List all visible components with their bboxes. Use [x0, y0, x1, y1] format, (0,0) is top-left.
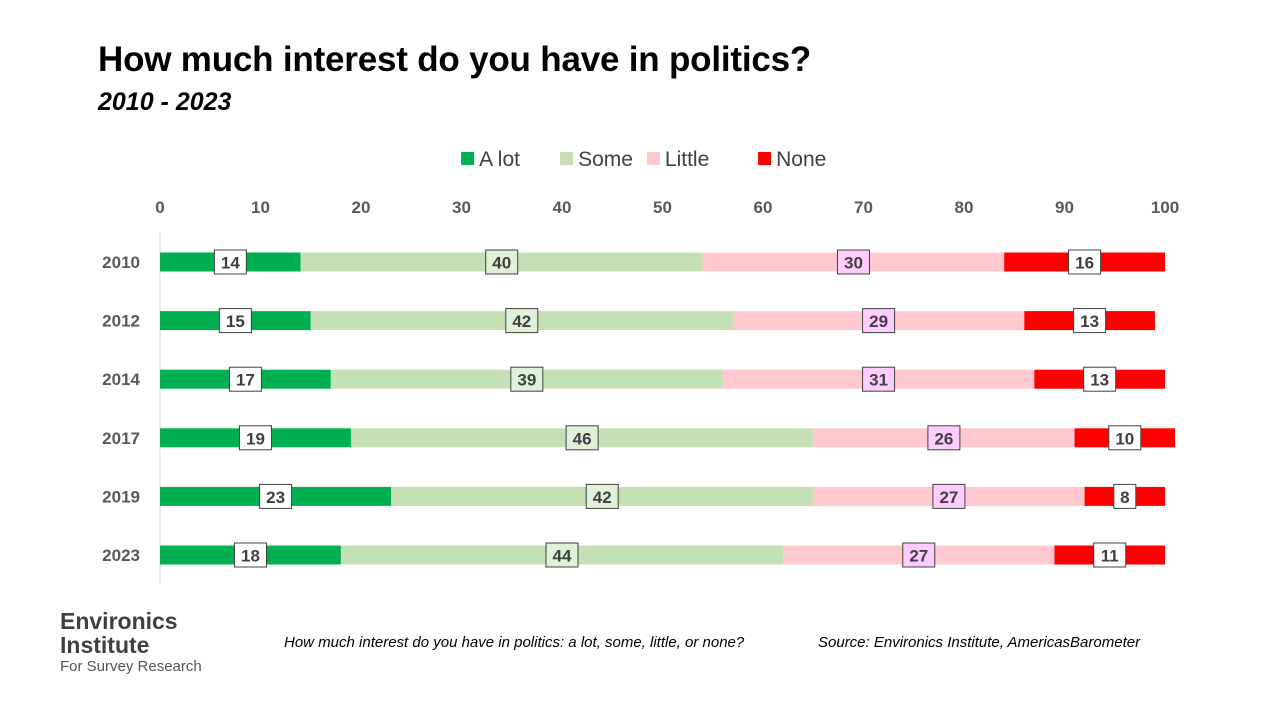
data-label-3-5: 11 — [1101, 547, 1119, 566]
legend-swatch-1 — [560, 152, 574, 165]
data-label-box-1-5 — [545, 542, 579, 568]
category-label-1: 2012 — [102, 312, 140, 331]
legend-label-2: Little — [665, 148, 709, 171]
data-label-3-1: 13 — [1080, 312, 1099, 331]
source-note: Source: Environics Institute, AmericasBa… — [818, 634, 1141, 651]
data-label-0-3: 19 — [246, 429, 265, 448]
data-label-0-5: 18 — [241, 547, 260, 566]
data-label-2-1: 29 — [869, 312, 888, 331]
data-label-1-3: 46 — [573, 429, 592, 448]
data-label-3-0: 16 — [1075, 254, 1094, 273]
data-label-box-0-2 — [228, 366, 262, 392]
legend-label-1: Some — [578, 148, 633, 171]
category-label-5: 2023 — [102, 546, 140, 565]
data-label-0-0: 14 — [221, 254, 240, 273]
data-label-box-1-3 — [565, 425, 599, 451]
data-label-box-1-4 — [585, 483, 619, 509]
data-label-2-5: 27 — [909, 547, 928, 566]
data-label-box-3-5 — [1093, 542, 1127, 568]
data-label-1-4: 42 — [593, 488, 612, 507]
data-label-box-2-4 — [932, 483, 966, 509]
data-label-box-3-3 — [1108, 425, 1142, 451]
brand-name-line1: Environics — [60, 608, 178, 634]
data-label-1-0: 40 — [492, 254, 511, 273]
data-label-3-2: 13 — [1090, 371, 1109, 390]
data-label-box-0-1 — [218, 308, 252, 334]
category-label-4: 2019 — [102, 487, 140, 506]
data-label-box-0-4 — [259, 483, 293, 509]
data-label-1-2: 39 — [517, 371, 536, 390]
x-tick-label-9: 90 — [1055, 198, 1074, 217]
data-label-box-0-5 — [233, 542, 267, 568]
data-label-box-1-0 — [485, 249, 519, 275]
category-label-3: 2017 — [102, 429, 140, 448]
data-label-box-3-1 — [1073, 308, 1107, 334]
stacked-bar-chart: A lot Some Little None 0 10 20 30 40 50 60 70 80 90 10… — [102, 148, 1179, 584]
x-tick-label-8: 80 — [955, 198, 974, 217]
data-label-box-3-2 — [1083, 366, 1117, 392]
brand-name-line2: Institute — [60, 632, 150, 658]
data-label-1-5: 44 — [553, 547, 572, 566]
x-tick-label-5: 50 — [653, 198, 672, 217]
x-tick-label-10: 100 — [1151, 198, 1179, 217]
data-label-box-2-0 — [836, 249, 870, 275]
data-label-box-0-3 — [238, 425, 272, 451]
data-label-2-0: 30 — [844, 254, 863, 273]
data-label-box-3-0 — [1068, 249, 1102, 275]
x-tick-label-7: 70 — [854, 198, 873, 217]
legend-swatch-3 — [758, 152, 772, 165]
category-label-0: 2010 — [102, 253, 140, 272]
data-label-0-2: 17 — [236, 371, 255, 390]
question-note: How much interest do you have in politic… — [284, 634, 745, 651]
x-tick-label-1: 10 — [251, 198, 270, 217]
category-label-2: 2014 — [102, 370, 140, 389]
data-label-box-0-0 — [213, 249, 247, 275]
data-label-2-2: 31 — [869, 371, 888, 390]
x-tick-label-6: 60 — [754, 198, 773, 217]
data-label-box-1-2 — [510, 366, 544, 392]
data-label-box-2-1 — [862, 308, 896, 334]
environics-logo: Environics Institute For Survey Research — [60, 609, 202, 676]
brand-tagline: For Survey Research — [60, 658, 202, 675]
legend-swatch-0 — [461, 152, 475, 165]
legend-label-0: A lot — [479, 148, 520, 171]
data-label-0-1: 15 — [226, 312, 245, 331]
data-label-2-3: 26 — [934, 429, 953, 448]
data-label-2-4: 27 — [939, 488, 958, 507]
data-label-box-3-4 — [1113, 483, 1137, 509]
data-label-0-4: 23 — [266, 488, 285, 507]
data-label-3-4: 8 — [1120, 488, 1129, 507]
x-tick-label-4: 40 — [553, 198, 572, 217]
legend-label-3: None — [776, 148, 826, 171]
chart-title: How much interest do you have in politic… — [98, 40, 812, 79]
data-label-3-3: 10 — [1115, 429, 1134, 448]
data-label-1-1: 42 — [512, 312, 531, 331]
data-label-box-1-1 — [505, 308, 539, 334]
data-label-box-2-5 — [902, 542, 936, 568]
x-tick-label-3: 30 — [452, 198, 471, 217]
x-tick-label-0: 0 — [155, 198, 164, 217]
legend-swatch-2 — [646, 152, 660, 165]
x-tick-label-2: 20 — [352, 198, 371, 217]
data-label-box-2-2 — [862, 366, 896, 392]
chart-subtitle: 2010 - 2023 — [98, 88, 232, 116]
data-label-box-2-3 — [927, 425, 961, 451]
